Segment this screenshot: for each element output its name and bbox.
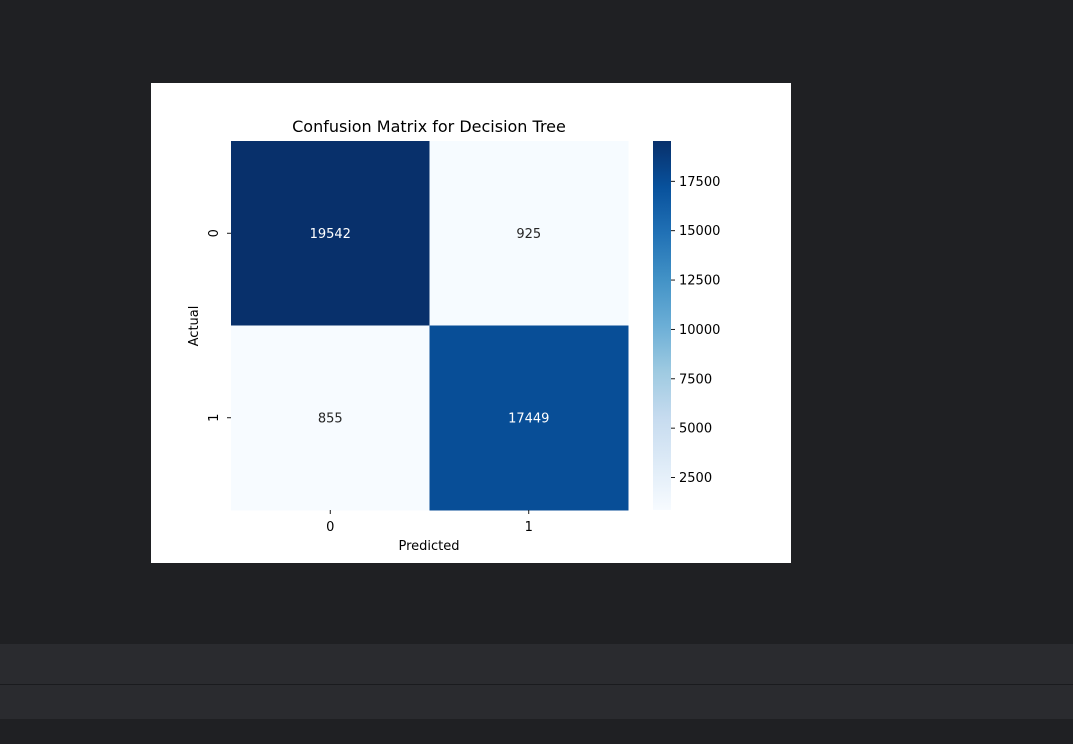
colorbar-tick-label: 7500 xyxy=(679,372,712,387)
y-axis: 01 xyxy=(207,229,231,422)
status-bar xyxy=(0,685,1073,719)
panel-divider xyxy=(0,684,1073,685)
confusion-matrix-chart: Confusion Matrix for Decision Tree 19542… xyxy=(187,117,720,554)
colorbar-tick-label: 5000 xyxy=(679,422,712,437)
colorbar-tick-label: 12500 xyxy=(679,274,720,289)
y-tick-label: 0 xyxy=(207,229,222,237)
heatmap-cell xyxy=(231,141,430,326)
colorbar xyxy=(653,141,671,510)
x-tick-label: 1 xyxy=(525,520,533,535)
heatmap-cell xyxy=(231,325,430,511)
cell-value-label: 19542 xyxy=(310,227,351,242)
colorbar-tick-label: 10000 xyxy=(679,323,720,338)
cell-value-label: 17449 xyxy=(508,411,549,426)
colorbar-tick-label: 15000 xyxy=(679,224,720,239)
colorbar-tick-label: 17500 xyxy=(679,175,720,190)
bottom-strip xyxy=(0,719,1073,744)
chart-title: Confusion Matrix for Decision Tree xyxy=(292,117,566,136)
y-axis-label: Actual xyxy=(187,306,202,347)
colorbar-axis: 2500 5000 7500 10000 12500 15000 17500 xyxy=(671,175,720,486)
chart-figure: Confusion Matrix for Decision Tree 19542… xyxy=(151,83,791,563)
x-axis-label: Predicted xyxy=(398,539,459,554)
heatmap-cells: 19542 925 855 17449 xyxy=(231,141,629,511)
cell-value-label: 925 xyxy=(516,227,541,242)
cell-value-label: 855 xyxy=(318,411,343,426)
heatmap-cell xyxy=(429,141,629,326)
heatmap-cell xyxy=(429,325,629,511)
x-tick-label: 0 xyxy=(326,520,334,535)
colorbar-tick-label: 2500 xyxy=(679,471,712,486)
panel-bar xyxy=(0,644,1073,684)
y-tick-label: 1 xyxy=(207,414,222,422)
